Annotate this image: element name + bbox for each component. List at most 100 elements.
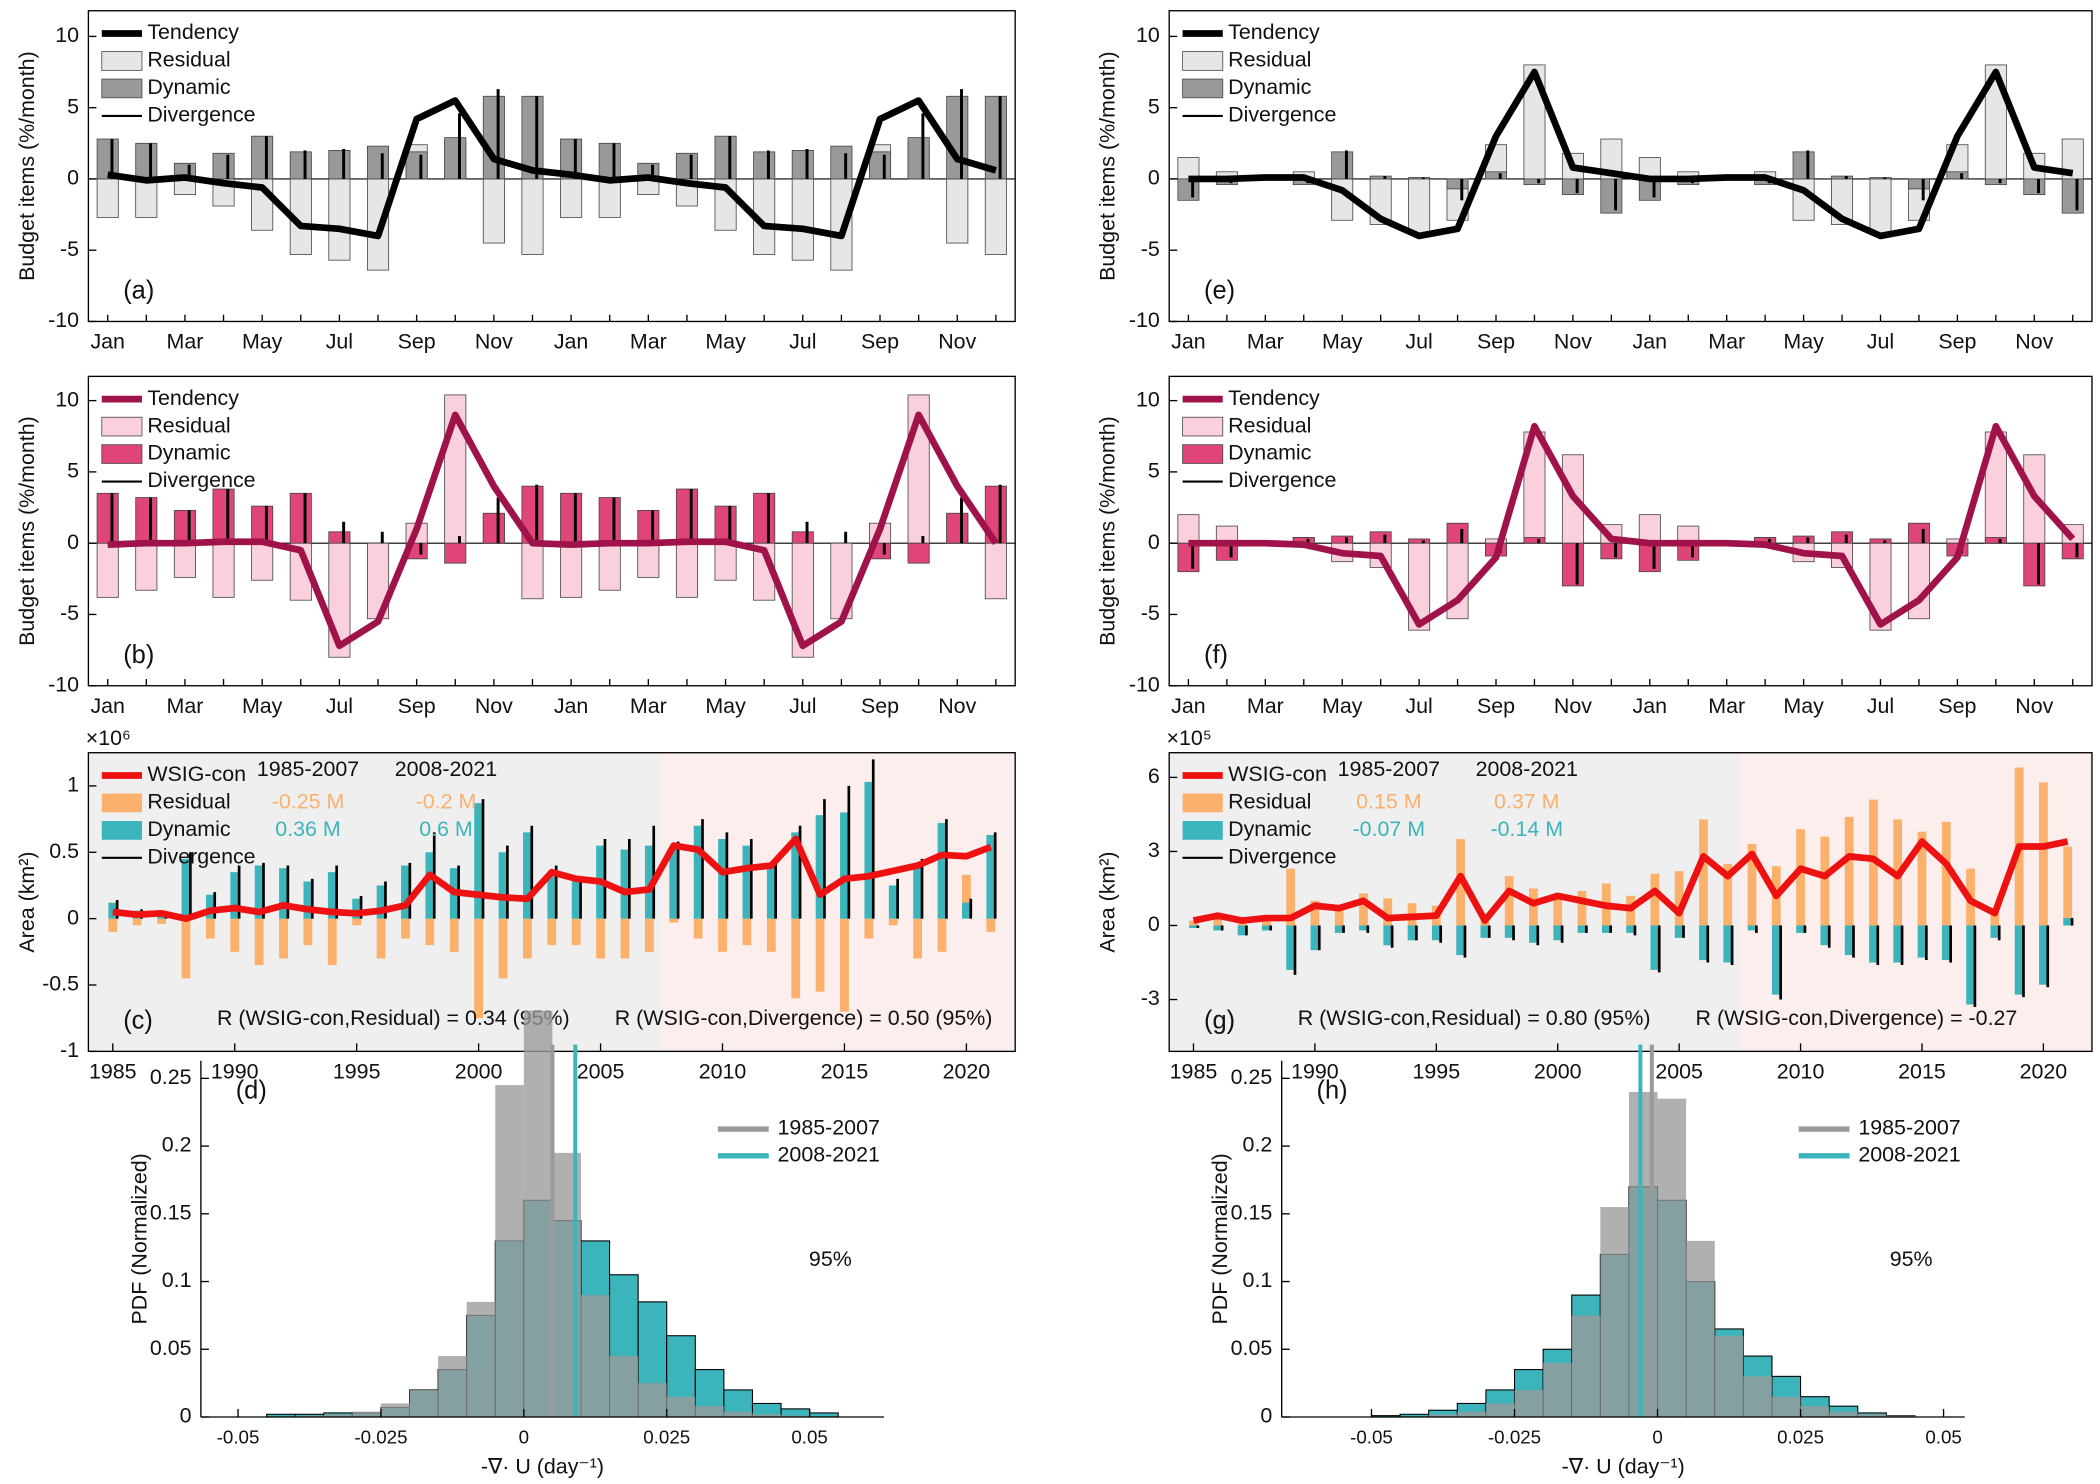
bar (1869, 538, 1892, 544)
bar (830, 178, 853, 271)
bar (1771, 925, 1781, 995)
histogram-bar (466, 1301, 496, 1417)
panel-label: (e) (1204, 277, 1235, 305)
annotation: 95% (1890, 1247, 1933, 1271)
bar (251, 542, 274, 581)
legend-label: Divergence (147, 468, 255, 492)
bar (352, 918, 362, 926)
bar (1577, 925, 1587, 933)
bar (1485, 171, 1507, 180)
bar (1907, 522, 1930, 544)
x-tick-label: 0 (519, 1426, 529, 1447)
bar (523, 918, 532, 959)
bar (96, 178, 119, 218)
y-tick-label: -10 (48, 308, 79, 332)
x-tick-label: Nov (475, 330, 513, 354)
x-tick-label: Jul (789, 694, 816, 718)
legend-label: Divergence (1228, 468, 1336, 492)
bar (986, 835, 996, 919)
bar (181, 918, 191, 979)
y-tick-label: 10 (55, 23, 79, 47)
histogram-bar (438, 1356, 467, 1417)
bar (401, 918, 410, 939)
bar (303, 881, 313, 919)
x-tick-label: 0.025 (1777, 1426, 1824, 1447)
x-tick-label: -0.025 (1488, 1426, 1541, 1447)
y-tick-label: 3 (1148, 838, 1160, 862)
x-tick-label: Jan (90, 330, 125, 354)
x-tick-label: Mar (630, 694, 667, 718)
bar (718, 918, 727, 952)
series-line (107, 411, 999, 650)
bar (1869, 178, 1892, 235)
bar (1699, 819, 1708, 926)
series-line (112, 835, 992, 922)
bar (449, 918, 459, 952)
histogram-bar (638, 1383, 667, 1417)
y-tick-label: 0 (1148, 166, 1160, 190)
bar (1359, 925, 1368, 931)
histogram-bar (1829, 1411, 1858, 1417)
x-tick-label: 2010 (699, 1059, 747, 1083)
bar (1917, 831, 1927, 926)
bar (598, 142, 621, 180)
x-tick-label: Sep (398, 330, 436, 354)
legend-label: Divergence (147, 845, 255, 869)
bar (791, 178, 814, 261)
y-multiplier: ×10⁵ (1167, 726, 1212, 750)
bar (1941, 821, 1951, 926)
plot-frame (87, 10, 1016, 323)
y-axis-label: PDF (Normalized) (1208, 1153, 1232, 1324)
legend-swatch (1182, 51, 1224, 71)
bar (1946, 171, 1969, 180)
bar (96, 492, 119, 544)
bar (157, 918, 166, 924)
bar (135, 178, 158, 218)
bar (693, 918, 703, 939)
period-value: 0.6 M (419, 817, 473, 841)
x-tick-label: Nov (475, 694, 513, 718)
legend-label: Dynamic (147, 817, 231, 841)
histogram-bar (1886, 1415, 1915, 1417)
bar (1408, 538, 1431, 544)
bar (946, 178, 969, 244)
plot-frame (1168, 752, 2093, 1053)
y-axis-label: Area (km²) (1096, 851, 1120, 952)
bar (1407, 925, 1417, 941)
bar (482, 178, 505, 244)
panel-label: (h) (1317, 1076, 1348, 1104)
x-tick-label: Jan (554, 330, 589, 354)
bar (1699, 925, 1708, 961)
bar (766, 918, 776, 952)
annotation: 95% (809, 1247, 852, 1271)
bar (405, 151, 428, 180)
bar (644, 918, 654, 952)
period-header: 1985-2007 (257, 757, 359, 781)
bar (1431, 925, 1441, 941)
bar (1261, 925, 1271, 931)
histogram-bar (1657, 1098, 1687, 1417)
histogram-bar (695, 1406, 724, 1417)
legend-label: Dynamic (147, 441, 231, 465)
bar (571, 918, 581, 946)
bar (135, 142, 158, 180)
bar (482, 95, 505, 180)
bar (251, 505, 274, 544)
period-value: -0.2 M (416, 790, 477, 814)
bar (173, 542, 196, 578)
bar (946, 95, 969, 180)
bar (644, 845, 654, 919)
legend-label: Residual (1228, 790, 1311, 814)
y-tick-label: 5 (67, 94, 79, 118)
legend-label: 1985-2007 (778, 1116, 880, 1140)
bar (560, 542, 583, 598)
bar (1331, 535, 1354, 544)
bar (135, 497, 158, 544)
bar (212, 542, 235, 598)
bar (2023, 178, 2046, 196)
bar (1966, 925, 1975, 1005)
bar (1796, 925, 1805, 933)
bar (1674, 871, 1684, 926)
bar (1917, 925, 1927, 958)
